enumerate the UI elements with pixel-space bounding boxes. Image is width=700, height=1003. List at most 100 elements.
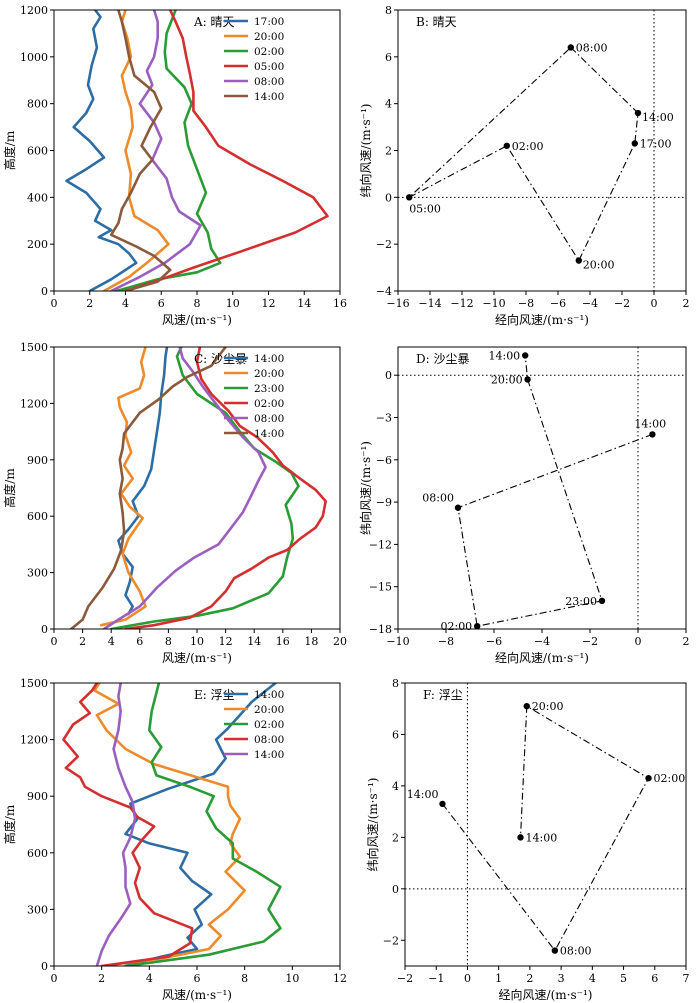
x-tick-label: 0 [51, 635, 58, 648]
x-tick-label: −2 [614, 297, 630, 310]
hodograph-point [454, 504, 462, 511]
x-tick-label: 14 [297, 297, 311, 310]
x-tick-label: 12 [262, 297, 276, 310]
legend-label: 08:00 [254, 734, 284, 746]
legend-label: 20:00 [254, 704, 284, 716]
legend-label: 14:00 [254, 689, 284, 701]
y-tick-label: 900 [27, 454, 48, 467]
panel-title: D: 沙尘暴 [416, 352, 469, 366]
x-tick-label: 6 [158, 297, 165, 310]
plot-area [398, 347, 686, 629]
point-label: 14:00 [634, 417, 666, 430]
x-tick-label: 1 [495, 972, 502, 985]
x-tick-label: 4 [146, 972, 153, 985]
series-line-1400-0 [117, 347, 169, 616]
legend-label: 05:00 [254, 61, 284, 73]
hodograph-point [551, 947, 559, 954]
y-tick-label: 6 [385, 51, 392, 64]
y-tick-label: 600 [27, 510, 48, 523]
y-tick-label: 400 [27, 191, 48, 204]
y-axis-label: 高度/m [2, 130, 17, 170]
series-line-0500-3 [124, 10, 329, 291]
legend-label: 14:00 [254, 749, 284, 761]
legend-label: 23:00 [254, 383, 284, 395]
hodograph-point [634, 109, 642, 117]
series-line-2000-1 [102, 10, 170, 291]
point-label: 23:00 [565, 595, 597, 608]
y-tick-label: −12 [369, 538, 392, 551]
y-tick-label: 300 [27, 903, 48, 916]
hodograph-point [439, 800, 446, 808]
y-tick-label: 0 [41, 285, 48, 298]
x-tick-label: 0 [51, 297, 58, 310]
legend-label: 14:00 [254, 428, 284, 440]
hodograph-point [575, 257, 582, 264]
x-tick-label: 16 [333, 297, 347, 310]
panel-a: 0 2 4 6 8 10 12 14 16 0 200 400 600 800 1000 1200 风速/(m·… [2, 4, 347, 327]
x-tick-label: 20 [333, 635, 347, 648]
hodograph-point [645, 774, 652, 782]
legend-label: 20:00 [254, 368, 284, 380]
x-tick-label: 10 [285, 972, 299, 985]
point-label: 20:00 [583, 259, 615, 272]
series-line-1400-4 [95, 683, 137, 966]
point-label: 20:00 [491, 373, 523, 386]
point-label: 14:00 [642, 111, 674, 124]
y-tick-label: 800 [27, 98, 48, 111]
y-tick-label: −18 [369, 623, 392, 636]
point-label: 14:00 [407, 788, 439, 801]
x-tick-label: −4 [534, 635, 550, 648]
x-tick-label: −6 [486, 635, 502, 648]
panel-d: 14:00 20:00 14:00 08:00 23:00 02:00 −10 −8 −6 −4 −… [358, 346, 690, 665]
x-tick-label: 8 [165, 635, 172, 648]
panel-title: F: 浮尘 [423, 688, 463, 702]
x-tick-label: 4 [122, 297, 129, 310]
x-tick-label: 2 [79, 635, 86, 648]
x-tick-label: 0 [635, 635, 642, 648]
hodograph-point [474, 622, 481, 630]
y-axis-label: 纬向风速/(m·s⁻¹) [358, 104, 373, 198]
series-line-0200-3 [124, 347, 327, 629]
panel-c: 0 2 4 6 8 10 12 14 16 18 20 0 300 600 900 1200 1500 风速/(m… [2, 341, 347, 665]
hodograph-point [517, 834, 524, 841]
hodograph-point [649, 431, 656, 438]
hodograph-path [442, 705, 650, 952]
series-line-0200-2 [115, 10, 222, 291]
series-line-2000-1 [93, 683, 246, 966]
series-line-0800-4 [109, 10, 202, 291]
point-label: 08:00 [560, 945, 592, 958]
panel-title: B: 晴天 [416, 15, 457, 29]
series-line-2300-2 [109, 347, 300, 629]
x-tick-label: 18 [304, 635, 318, 648]
x-tick-label: 7 [683, 972, 690, 985]
y-tick-label: −9 [376, 496, 392, 509]
y-tick-label: 2 [392, 831, 399, 844]
x-tick-label: 6 [194, 972, 201, 985]
plot-area [62, 683, 282, 966]
x-tick-label: 10 [190, 635, 204, 648]
y-tick-label: 1000 [20, 51, 48, 64]
x-tick-label: 3 [558, 972, 565, 985]
y-tick-label: 300 [27, 567, 48, 580]
x-tick-label: 2 [526, 972, 533, 985]
y-tick-label: 600 [27, 847, 48, 860]
hodograph-point [523, 702, 530, 710]
y-axis-label: 纬向风速/(m·s⁻¹) [358, 441, 373, 535]
y-axis-label: 高度/m [2, 804, 17, 844]
series-line-0800-4 [102, 347, 267, 629]
hodograph-point [406, 194, 413, 201]
x-tick-label: 2 [86, 297, 93, 310]
axes-frame [404, 682, 687, 967]
legend-label: 17:00 [254, 16, 284, 28]
y-tick-label: 1500 [20, 341, 48, 354]
plot-area [405, 683, 686, 966]
hodograph-point [524, 376, 531, 383]
y-tick-label: −2 [383, 934, 399, 947]
panel-title: A: 晴天 [193, 15, 235, 29]
x-tick-label: 4 [589, 972, 596, 985]
y-tick-label: 0 [41, 623, 48, 636]
y-tick-label: 1500 [20, 677, 48, 690]
x-tick-label: 8 [241, 972, 248, 985]
